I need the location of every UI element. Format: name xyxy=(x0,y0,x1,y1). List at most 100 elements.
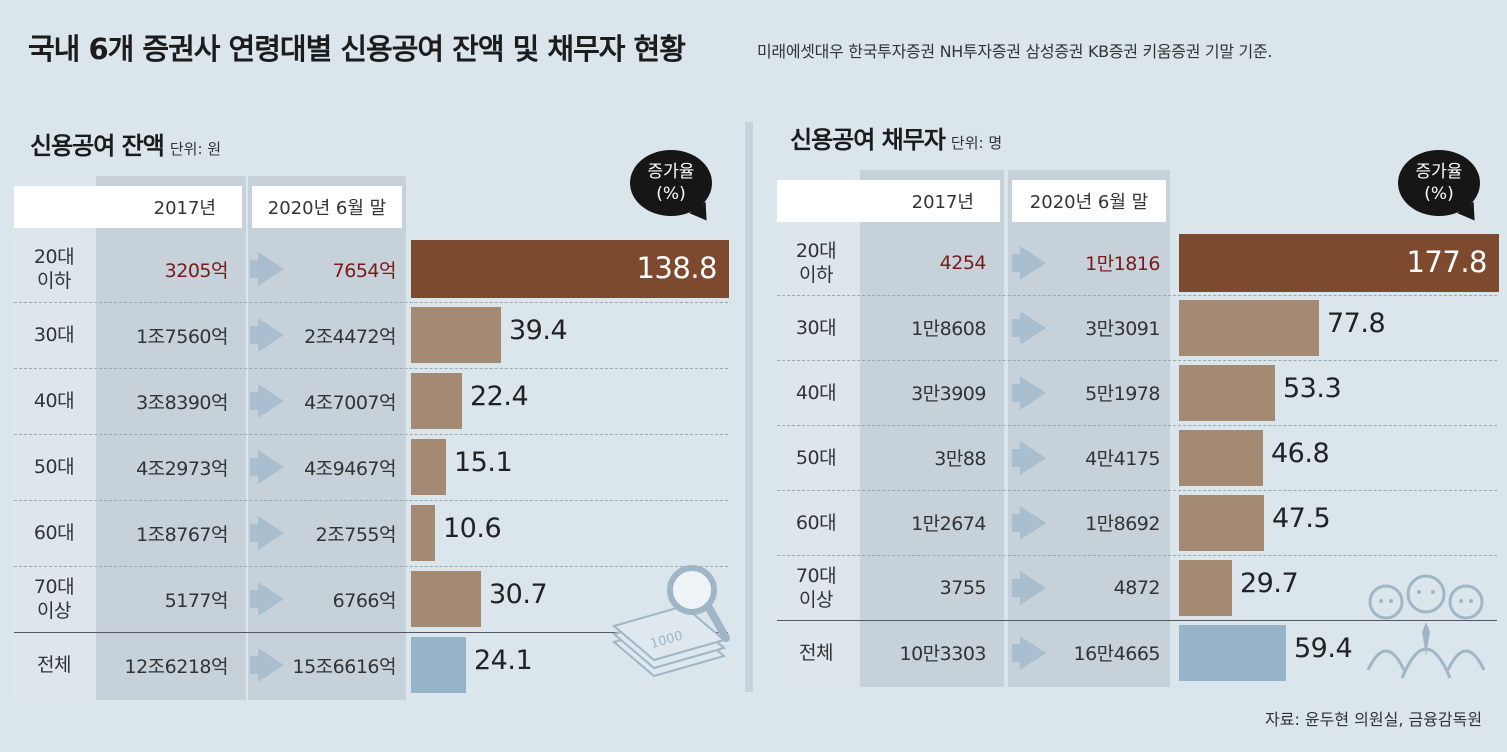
row-separator xyxy=(777,555,1497,556)
growth-rate-value: 24.1 xyxy=(474,645,533,676)
value-2020: 1만8692 xyxy=(1085,513,1160,535)
growth-rate-value: 46.8 xyxy=(1271,437,1330,469)
value-2020: 4872 xyxy=(1113,576,1161,599)
age-group-label: 20대 이하 xyxy=(33,246,75,292)
arrow-stem xyxy=(1012,578,1020,597)
growth-bar xyxy=(411,373,462,429)
growth-rate-label: 증가율 xyxy=(647,162,695,182)
panel-title: 신용공여 잔액 단위: 원 xyxy=(30,132,222,160)
growth-rate-value: 59.4 xyxy=(1294,632,1353,664)
growth-bar xyxy=(1179,429,1263,486)
arrow-stem xyxy=(250,260,258,278)
value-2017: 3755 xyxy=(939,576,987,599)
panel-divider xyxy=(745,122,753,692)
growth-rate-value: 47.5 xyxy=(1272,502,1331,534)
arrow-icon xyxy=(1020,570,1046,605)
row-separator xyxy=(777,620,1497,621)
panel-title: 신용공여 채무자 단위: 명 xyxy=(790,126,1003,154)
growth-bar xyxy=(411,505,435,561)
arrow-stem xyxy=(1012,318,1020,337)
row-separator xyxy=(777,295,1497,296)
arrow-icon xyxy=(258,516,284,550)
col-stripe-2017 xyxy=(860,170,1004,687)
arrow-icon xyxy=(1020,505,1046,540)
value-2017: 3205억 xyxy=(164,259,229,282)
arrow-stem xyxy=(1012,383,1020,402)
row-separator xyxy=(777,360,1497,361)
row-separator xyxy=(14,500,728,501)
row-separator xyxy=(14,368,728,369)
row-separator xyxy=(777,425,1497,426)
header-2020: 2020년 6월 말 xyxy=(252,186,402,228)
value-2020: 1만1816 xyxy=(1085,253,1160,275)
age-group-label: 50대 xyxy=(33,456,75,478)
age-group-label: 50대 xyxy=(795,446,837,469)
value-2017: 1조8767억 xyxy=(136,523,228,546)
arrow-icon xyxy=(258,648,284,682)
age-group-label: 60대 xyxy=(795,511,837,534)
value-2020: 4조7007억 xyxy=(304,391,396,414)
growth-bar xyxy=(1179,299,1319,356)
header-2017-label: 2017년 xyxy=(911,192,974,213)
value-2017: 5177억 xyxy=(164,589,229,612)
header-2017-label: 2017년 xyxy=(153,198,216,219)
growth-bar xyxy=(411,307,501,363)
value-2017: 12조6218억 xyxy=(124,655,229,678)
arrow-stem xyxy=(250,392,258,410)
value-2017: 1만2674 xyxy=(911,513,986,535)
arrow-stem xyxy=(250,458,258,476)
arrow-icon xyxy=(258,318,284,352)
growth-rate-bubble: 증가율 (%) xyxy=(630,150,712,216)
arrow-stem xyxy=(250,524,258,542)
panel-unit: 단위: 원 xyxy=(169,140,222,158)
age-group-label: 70대 이상 xyxy=(33,576,75,622)
growth-bar xyxy=(1179,624,1286,681)
growth-rate-value: 15.1 xyxy=(454,447,513,478)
arrow-stem xyxy=(1012,643,1020,662)
growth-bar xyxy=(1179,233,1499,292)
col-stripe-2017 xyxy=(96,176,246,700)
growth-rate-value: 39.4 xyxy=(509,315,568,346)
growth-rate-label: 증가율 xyxy=(1415,162,1463,182)
value-2020: 4조9467억 xyxy=(304,457,396,480)
growth-rate-value: 22.4 xyxy=(470,381,529,412)
arrow-icon xyxy=(1020,375,1046,410)
header-2017: 2017년 xyxy=(777,180,1000,222)
growth-rate-value: 138.8 xyxy=(636,251,717,285)
arrow-stem xyxy=(250,590,258,608)
value-2017: 3만88 xyxy=(934,448,986,470)
header-2017: 2017년 xyxy=(14,186,242,228)
arrow-icon xyxy=(258,582,284,616)
age-group-label: 60대 xyxy=(33,522,75,544)
age-group-label: 30대 xyxy=(33,324,75,346)
value-2017: 3조8390억 xyxy=(136,391,228,414)
age-group-label: 20대 이하 xyxy=(795,239,837,286)
header-2020: 2020년 6월 말 xyxy=(1012,180,1166,222)
panel-unit: 단위: 명 xyxy=(950,134,1003,152)
value-2017: 1만8608 xyxy=(911,318,986,340)
row-separator xyxy=(14,566,728,567)
col-stripe-age xyxy=(777,230,855,685)
arrow-icon xyxy=(258,384,284,418)
value-2020: 2조755억 xyxy=(315,523,397,546)
arrow-icon xyxy=(258,252,284,286)
arrow-icon xyxy=(1020,440,1046,475)
arrow-stem xyxy=(1012,253,1020,272)
arrow-stem xyxy=(250,656,258,674)
row-separator xyxy=(14,434,728,435)
growth-bar xyxy=(1179,559,1232,616)
value-2020: 7654억 xyxy=(332,259,397,282)
arrow-stem xyxy=(250,326,258,344)
growth-bar xyxy=(1179,494,1264,551)
value-2017: 10만3303 xyxy=(899,643,986,665)
growth-bar xyxy=(411,439,446,495)
row-separator xyxy=(777,490,1497,491)
arrow-icon xyxy=(1020,245,1046,280)
value-2020: 2조4472억 xyxy=(304,325,396,348)
value-2017: 4254 xyxy=(939,251,987,274)
age-group-label: 40대 xyxy=(795,381,837,404)
row-separator xyxy=(14,302,728,303)
value-2020: 6766억 xyxy=(332,589,397,612)
row-separator xyxy=(14,632,728,633)
arrow-icon xyxy=(1020,310,1046,345)
